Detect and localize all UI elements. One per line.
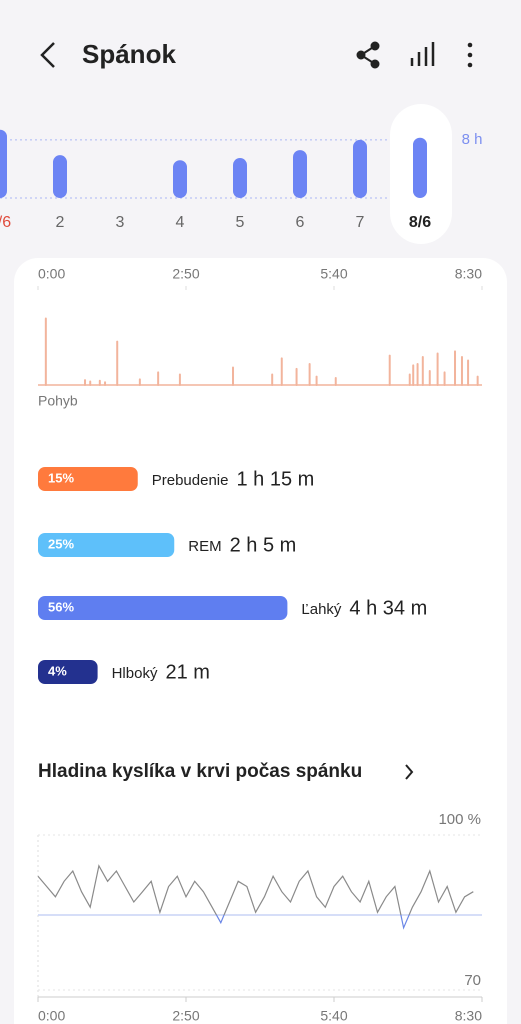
stage-percent: 15% [48,470,74,485]
more-icon[interactable] [467,42,473,68]
stage-bar [38,467,138,491]
stage-name: Ľahký [301,601,342,618]
stage-duration: 21 m [165,661,209,683]
stage-percent: 4% [48,663,67,678]
x-tick-label: 5:40 [320,1008,347,1024]
x-tick-label: 2:50 [172,1008,199,1024]
share-icon[interactable] [356,41,380,69]
bar [413,137,427,198]
stage-percent: 25% [48,536,74,551]
stage-name: Prebudenie [152,472,229,489]
stage-bar [38,660,98,684]
x-tick-label: 8:30 [455,266,482,282]
bar [233,158,247,198]
bar [173,160,187,198]
x-tick-label: 3 [116,214,125,231]
y-tick-label: 8 h [462,131,483,148]
x-tick-label: 1/6 [0,214,11,231]
back-button[interactable] [40,42,55,68]
page-title: Spánok [82,39,176,69]
bar [293,150,307,198]
stage-duration: 4 h 34 m [349,597,427,619]
x-tick-label: 8:30 [455,1008,482,1024]
stage-duration: 1 h 15 m [236,468,314,490]
x-tick-label: 5 [236,214,245,231]
movement-label: Pohyb [38,393,78,409]
bar [53,155,67,198]
x-tick-label: 0:00 [38,1008,65,1024]
stage-percent: 56% [48,599,74,614]
y-tick-label: 70 [464,972,481,989]
stage-bar [38,596,288,620]
bar [353,139,367,198]
card [14,258,507,1024]
oxygen-line [37,864,474,915]
oxygen-link[interactable] [405,764,414,780]
x-tick-label: 0:00 [38,266,65,282]
x-tick-label: 7 [356,214,365,231]
stage-name: REM [188,538,221,555]
stage-bar [38,533,175,557]
bar [0,129,7,198]
x-tick-label: 8/6 [409,214,431,231]
x-tick-label: 4 [176,214,185,231]
stats-icon[interactable] [410,42,435,66]
x-tick-label: 2 [56,214,65,231]
x-tick-label: 6 [296,214,305,231]
oxygen-title: Hladina kyslíka v krvi počas spánku [38,761,362,782]
stage-duration: 2 h 5 m [230,534,297,556]
x-tick-label: 5:40 [320,266,347,282]
y-tick-label: 100 % [438,811,481,828]
x-tick-label: 2:50 [172,266,199,282]
stage-name: Hlboký [112,665,158,682]
